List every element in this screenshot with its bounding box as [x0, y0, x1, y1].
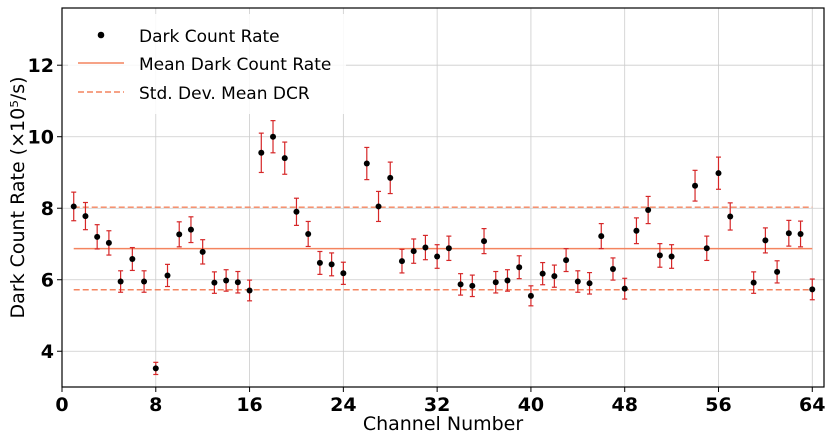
legend-entry-points: Dark Count Rate: [97, 27, 280, 47]
data-point: [152, 365, 159, 372]
data-point: [199, 248, 206, 255]
data-point: [633, 227, 640, 234]
error-bars: [71, 120, 815, 376]
data-point: [387, 174, 394, 181]
y-tick-label: 6: [41, 270, 54, 292]
data-point: [668, 253, 675, 260]
data-point: [211, 279, 218, 286]
data-point: [94, 233, 101, 240]
data-point: [551, 273, 558, 280]
data-point: [481, 238, 488, 245]
data-point: [164, 272, 171, 279]
data-point: [223, 277, 230, 284]
data-point: [398, 258, 405, 265]
data-point: [586, 280, 593, 287]
data-point: [246, 287, 253, 294]
y-tick-label: 8: [41, 198, 54, 220]
data-point: [785, 230, 792, 237]
legend-label-points: Dark Count Rate: [139, 27, 280, 47]
data-point: [527, 292, 534, 299]
data-point: [715, 170, 722, 177]
y-axis-label: Dark Count Rate (×10⁵/s): [7, 76, 29, 318]
data-point: [234, 279, 241, 286]
data-point: [445, 245, 452, 252]
data-point: [598, 233, 605, 240]
data-point: [516, 264, 523, 271]
data-point: [469, 282, 476, 289]
data-point: [375, 203, 382, 210]
data-point: [504, 277, 511, 284]
data-point: [129, 255, 136, 262]
x-tick-label: 16: [236, 394, 262, 416]
data-point: [105, 239, 112, 246]
data-point: [258, 149, 265, 156]
data-point: [328, 261, 335, 268]
data-point: [176, 231, 183, 238]
legend-label-mean: Mean Dark Count Rate: [139, 55, 331, 75]
data-point: [692, 182, 699, 189]
y-tick-label: 10: [28, 127, 54, 149]
legend: Dark Count Rate Mean Dark Count Rate Std…: [68, 14, 346, 114]
data-point: [187, 226, 194, 233]
data-point: [656, 252, 663, 259]
data-point: [774, 268, 781, 275]
legend-background: [68, 14, 346, 114]
y-tick-label: 4: [41, 341, 54, 363]
data-point: [141, 278, 148, 285]
data-point: [316, 259, 323, 266]
x-tick-label: 56: [705, 394, 731, 416]
data-point: [305, 230, 312, 237]
data-point: [492, 279, 499, 286]
x-tick-label: 0: [55, 394, 68, 416]
data-point: [422, 244, 429, 251]
data-point: [703, 245, 710, 252]
data-point: [363, 160, 370, 167]
data-point: [117, 278, 124, 285]
data-point: [82, 213, 89, 220]
legend-entry-mean: Mean Dark Count Rate: [78, 55, 331, 75]
legend-marker-icon: [97, 31, 105, 39]
data-point: [809, 286, 816, 293]
data-point: [621, 285, 628, 292]
axis-ticks: 0 8 16 24 32 40 48 56 64 4 6 8 10 12: [28, 55, 826, 416]
data-point: [340, 270, 347, 277]
data-points: [70, 133, 816, 372]
x-tick-label: 8: [149, 394, 162, 416]
grid: [61, 8, 824, 387]
data-point: [609, 266, 616, 273]
legend-label-std: Std. Dev. Mean DCR: [139, 84, 310, 104]
data-point: [70, 203, 77, 210]
data-point: [539, 270, 546, 277]
legend-entry-std: Std. Dev. Mean DCR: [78, 84, 310, 104]
data-point: [410, 248, 417, 255]
data-point: [563, 257, 570, 264]
x-tick-label: 48: [611, 394, 637, 416]
plot-frame: [61, 7, 825, 388]
data-point: [727, 213, 734, 220]
data-point: [574, 278, 581, 285]
data-point: [797, 230, 804, 237]
data-point: [293, 208, 300, 215]
data-point: [645, 207, 652, 214]
x-axis-label: Channel Number: [363, 413, 524, 435]
x-tick-label: 32: [424, 394, 450, 416]
data-point: [281, 155, 288, 162]
x-tick-label: 40: [518, 394, 544, 416]
reference-lines: [73, 206, 813, 291]
data-point: [457, 281, 464, 288]
data-point: [762, 237, 769, 244]
data-point: [434, 253, 441, 260]
x-tick-label: 64: [799, 394, 825, 416]
data-point: [750, 279, 757, 286]
y-tick-label: 12: [28, 55, 54, 77]
x-tick-label: 24: [330, 394, 356, 416]
data-point: [270, 133, 277, 140]
